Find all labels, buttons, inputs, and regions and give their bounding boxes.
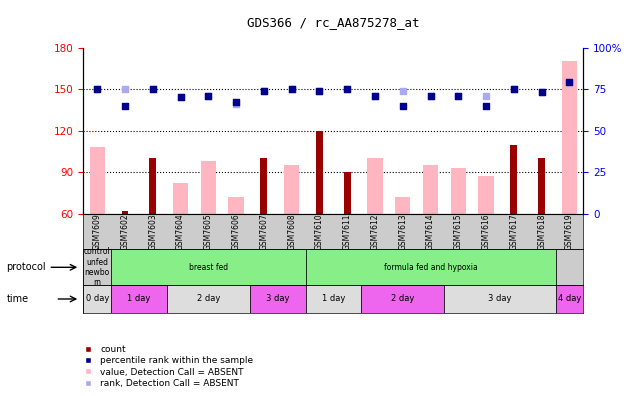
Point: [314, 88, 324, 94]
Bar: [562, 61, 577, 214]
Text: 4 day: 4 day: [558, 295, 581, 303]
Text: GSM7606: GSM7606: [231, 213, 240, 250]
Point: [453, 93, 463, 99]
Point: [537, 89, 547, 95]
Text: GSM7602: GSM7602: [121, 213, 129, 250]
Point: [176, 94, 186, 101]
Point: [564, 79, 574, 86]
Text: GSM7614: GSM7614: [426, 213, 435, 250]
Text: GSM7612: GSM7612: [370, 213, 379, 250]
Point: [481, 93, 491, 99]
Point: [397, 88, 408, 94]
Bar: [395, 197, 410, 214]
Text: 0 day: 0 day: [85, 295, 109, 303]
Bar: [538, 158, 545, 214]
Bar: [284, 166, 299, 214]
Point: [509, 86, 519, 92]
Bar: [83, 285, 111, 313]
Point: [370, 93, 380, 99]
Text: GSM7605: GSM7605: [204, 213, 213, 250]
Text: GSM7619: GSM7619: [565, 213, 574, 250]
Bar: [111, 285, 167, 313]
Bar: [306, 285, 361, 313]
Text: breast fed: breast fed: [188, 263, 228, 272]
Point: [92, 86, 103, 92]
Bar: [316, 131, 323, 214]
Text: GSM7613: GSM7613: [398, 213, 407, 250]
Bar: [201, 161, 216, 214]
Point: [231, 101, 241, 107]
Text: GSM7607: GSM7607: [260, 213, 269, 250]
Text: GSM7610: GSM7610: [315, 213, 324, 250]
Bar: [173, 183, 188, 214]
Bar: [167, 285, 250, 313]
Point: [314, 88, 324, 94]
Text: 1 day: 1 day: [127, 295, 151, 303]
Bar: [556, 249, 583, 285]
Bar: [478, 177, 494, 214]
Text: GSM7618: GSM7618: [537, 213, 546, 250]
Bar: [444, 285, 556, 313]
Text: GSM7616: GSM7616: [481, 213, 490, 250]
Legend: count, percentile rank within the sample, value, Detection Call = ABSENT, rank, : count, percentile rank within the sample…: [75, 341, 257, 392]
Point: [426, 93, 436, 99]
Bar: [361, 285, 444, 313]
Point: [287, 86, 297, 92]
Text: 2 day: 2 day: [197, 295, 220, 303]
Bar: [451, 168, 466, 214]
Bar: [423, 166, 438, 214]
Point: [259, 88, 269, 94]
Text: control
unfed
newbo
rn: control unfed newbo rn: [84, 247, 111, 287]
Point: [120, 103, 130, 109]
Bar: [367, 158, 383, 214]
Point: [120, 86, 130, 92]
Bar: [228, 197, 244, 214]
Bar: [510, 145, 517, 214]
Point: [147, 86, 158, 92]
Bar: [149, 158, 156, 214]
Point: [92, 86, 103, 92]
Point: [259, 88, 269, 94]
Point: [231, 99, 241, 106]
Text: 3 day: 3 day: [488, 295, 512, 303]
Text: time: time: [6, 294, 29, 304]
Point: [537, 89, 547, 95]
Point: [176, 94, 186, 101]
Text: formula fed and hypoxia: formula fed and hypoxia: [384, 263, 478, 272]
Point: [397, 103, 408, 109]
Bar: [90, 147, 105, 214]
Text: GSM7609: GSM7609: [93, 213, 102, 250]
Point: [203, 93, 213, 99]
Point: [342, 86, 353, 92]
Point: [426, 93, 436, 99]
Text: GSM7603: GSM7603: [148, 213, 157, 250]
Bar: [83, 249, 111, 285]
Text: 3 day: 3 day: [266, 295, 290, 303]
Bar: [122, 211, 128, 214]
Text: GSM7608: GSM7608: [287, 213, 296, 250]
Text: 1 day: 1 day: [322, 295, 345, 303]
Point: [564, 79, 574, 86]
Text: protocol: protocol: [6, 262, 46, 272]
Point: [287, 86, 297, 92]
Bar: [111, 249, 306, 285]
Point: [203, 93, 213, 99]
Bar: [344, 172, 351, 214]
Point: [342, 86, 353, 92]
Point: [509, 86, 519, 92]
Bar: [250, 285, 306, 313]
Text: GSM7617: GSM7617: [510, 213, 519, 250]
Text: GSM7611: GSM7611: [343, 213, 352, 250]
Text: GSM7615: GSM7615: [454, 213, 463, 250]
Point: [481, 103, 491, 109]
Point: [147, 86, 158, 92]
Text: GDS366 / rc_AA875278_at: GDS366 / rc_AA875278_at: [247, 16, 420, 29]
Point: [370, 93, 380, 99]
Bar: [556, 285, 583, 313]
Point: [453, 93, 463, 99]
Text: GSM7604: GSM7604: [176, 213, 185, 250]
Bar: [306, 249, 556, 285]
Bar: [260, 158, 267, 214]
Text: 2 day: 2 day: [391, 295, 415, 303]
